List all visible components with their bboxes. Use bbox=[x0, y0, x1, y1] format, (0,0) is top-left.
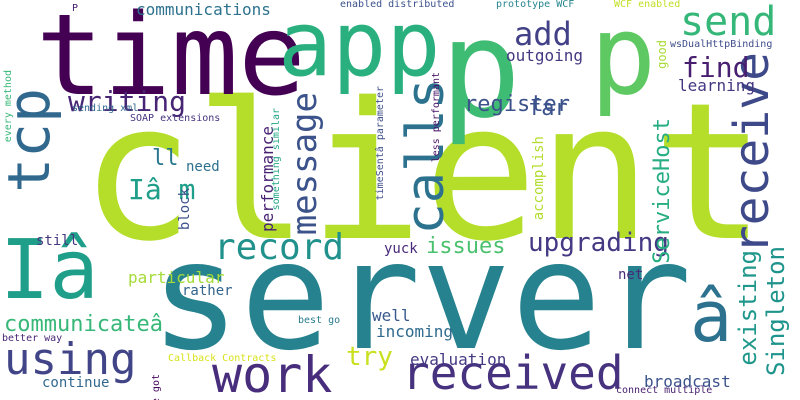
word-something-similar: something similar bbox=[271, 108, 282, 211]
word-p-2: p bbox=[590, 0, 657, 119]
word-yuck: yuck bbox=[384, 241, 418, 257]
word-app: app bbox=[278, 0, 441, 97]
word-still: still bbox=[36, 233, 79, 249]
word-continue: continue bbox=[42, 375, 110, 391]
word-ia: Iâ bbox=[0, 223, 99, 318]
word-upgrading: upgrading bbox=[528, 228, 669, 258]
word-client: client bbox=[80, 62, 767, 283]
word-singleton: Singleton bbox=[762, 246, 790, 377]
word-time: time bbox=[36, 0, 306, 121]
word-calls: calls bbox=[396, 78, 456, 235]
word-try: try bbox=[346, 342, 393, 372]
word-enabled-distributed: enabled distributed bbox=[340, 0, 455, 10]
word-broadcast: broadcast bbox=[644, 372, 731, 391]
word-block: block bbox=[177, 188, 193, 231]
word-add: add bbox=[514, 15, 572, 53]
word-record: record bbox=[214, 227, 345, 268]
word-ll: ll bbox=[152, 146, 179, 171]
word-ve-got: ve got bbox=[151, 374, 162, 400]
word-evaluation: evaluation bbox=[410, 350, 507, 369]
word-good: good bbox=[655, 40, 669, 69]
word-sending-xml: sending xml bbox=[72, 103, 139, 114]
word-soap-extensions: SOAP extensions bbox=[130, 113, 221, 124]
word-received: received bbox=[402, 346, 624, 400]
word-find: find bbox=[682, 51, 750, 84]
word-register: register bbox=[464, 92, 570, 117]
word-every-method: every method bbox=[3, 70, 14, 143]
word-outgoing: outgoing bbox=[506, 46, 584, 65]
word-server: server bbox=[150, 210, 692, 384]
word-rather: rather bbox=[182, 283, 233, 299]
word-well: well bbox=[372, 306, 411, 325]
word-servicehost: ServiceHost bbox=[650, 118, 675, 264]
word-timesenta-parameter: timeSentâ parameter bbox=[375, 86, 386, 201]
word-best-go: best go bbox=[298, 315, 341, 326]
word-learning: learning bbox=[678, 76, 756, 95]
word-p-small: P bbox=[72, 3, 79, 14]
word-work: work bbox=[212, 346, 333, 400]
word-using: using bbox=[4, 334, 137, 385]
word-communicate: communicateâ bbox=[4, 312, 163, 337]
word-need: need bbox=[186, 159, 220, 175]
word-communications: communications bbox=[136, 0, 271, 19]
word-p: p bbox=[440, 0, 522, 148]
word-wsdualhttpbinding: wsDualHttpBinding bbox=[670, 39, 773, 50]
word-a-circumflex: â bbox=[690, 276, 733, 358]
word-send: send bbox=[680, 0, 777, 45]
word-existing: existing bbox=[734, 250, 762, 366]
word-issues: issues bbox=[426, 234, 506, 259]
word-net: net bbox=[618, 267, 644, 283]
word-writing: writing bbox=[68, 85, 187, 118]
word-less-performant: less performant bbox=[431, 72, 442, 163]
word-particular: particular bbox=[128, 268, 225, 287]
word-wcf-enabled: WCF enabled bbox=[614, 0, 681, 10]
word-accomplish: accomplish bbox=[531, 136, 547, 221]
word-prototype-wcf: prototype WCF bbox=[496, 0, 575, 10]
word-ia-m: Iâ m bbox=[128, 173, 196, 206]
word-connect-multiple: connect multiple bbox=[616, 385, 713, 396]
word-far: far bbox=[528, 96, 568, 121]
word-callback-contracts: Callback Contracts bbox=[168, 353, 277, 364]
word-incoming: incoming bbox=[376, 322, 454, 341]
word-better-way: better way bbox=[2, 333, 63, 344]
word-message: message bbox=[285, 92, 325, 236]
